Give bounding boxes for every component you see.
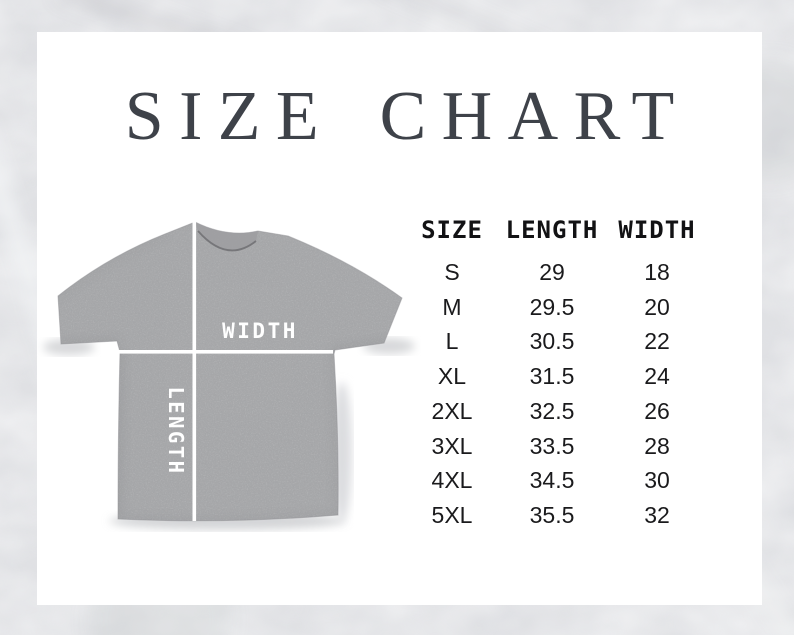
length-cell: 35.5 bbox=[529, 502, 575, 529]
tshirt-diagram: WIDTH LENGTH bbox=[43, 221, 415, 530]
width-cell: 24 bbox=[644, 363, 670, 390]
width-cell: 30 bbox=[644, 467, 670, 494]
table-row: S 29 18 bbox=[407, 255, 707, 290]
tshirt-collar bbox=[195, 222, 258, 251]
heather-texture bbox=[58, 222, 402, 521]
size-cell: 5XL bbox=[431, 502, 473, 529]
width-cell: 32 bbox=[644, 502, 670, 529]
length-measure-line bbox=[192, 221, 197, 521]
collar-seam bbox=[197, 230, 257, 252]
header-size: SIZE bbox=[421, 216, 483, 244]
header-width: WIDTH bbox=[618, 216, 696, 244]
width-cell: 22 bbox=[644, 328, 670, 355]
size-cell: S bbox=[444, 258, 460, 285]
length-cell: 29 bbox=[539, 258, 565, 285]
length-cell: 30.5 bbox=[529, 328, 575, 355]
table-row: L 30.5 22 bbox=[407, 325, 707, 360]
size-cell: XL bbox=[437, 363, 467, 390]
width-cell: 18 bbox=[644, 258, 670, 285]
length-cell: 34.5 bbox=[529, 467, 575, 494]
width-cell: 20 bbox=[644, 293, 670, 320]
width-measure-line bbox=[119, 350, 333, 354]
table-row: M 29.5 20 bbox=[407, 290, 707, 325]
length-cell: 29.5 bbox=[529, 293, 575, 320]
table-row: 5XL 35.5 32 bbox=[407, 498, 707, 533]
header-length: LENGTH bbox=[505, 216, 599, 244]
table-row: 3XL 33.5 28 bbox=[407, 429, 707, 464]
size-cell: M bbox=[442, 293, 462, 320]
white-card: SIZE CHART bbox=[37, 32, 762, 605]
width-cell: 28 bbox=[644, 432, 670, 459]
size-cell: L bbox=[445, 328, 459, 355]
table-header-row: SIZE LENGTH WIDTH bbox=[407, 205, 707, 255]
length-label: LENGTH bbox=[164, 386, 188, 475]
size-cell: 3XL bbox=[431, 432, 473, 459]
table-row: XL 31.5 24 bbox=[407, 359, 707, 394]
size-cell: 2XL bbox=[431, 397, 473, 424]
size-cell: 4XL bbox=[431, 467, 473, 494]
length-cell: 31.5 bbox=[529, 363, 575, 390]
page-title: SIZE CHART bbox=[124, 78, 690, 155]
width-label: WIDTH bbox=[222, 319, 298, 343]
length-cell: 32.5 bbox=[529, 397, 575, 424]
table-row: 2XL 32.5 26 bbox=[407, 394, 707, 429]
width-cell: 26 bbox=[644, 397, 670, 424]
size-table: SIZE LENGTH WIDTH S 29 18 M 29.5 20 L 30… bbox=[407, 205, 707, 533]
table-row: 4XL 34.5 30 bbox=[407, 464, 707, 499]
length-cell: 33.5 bbox=[529, 432, 575, 459]
